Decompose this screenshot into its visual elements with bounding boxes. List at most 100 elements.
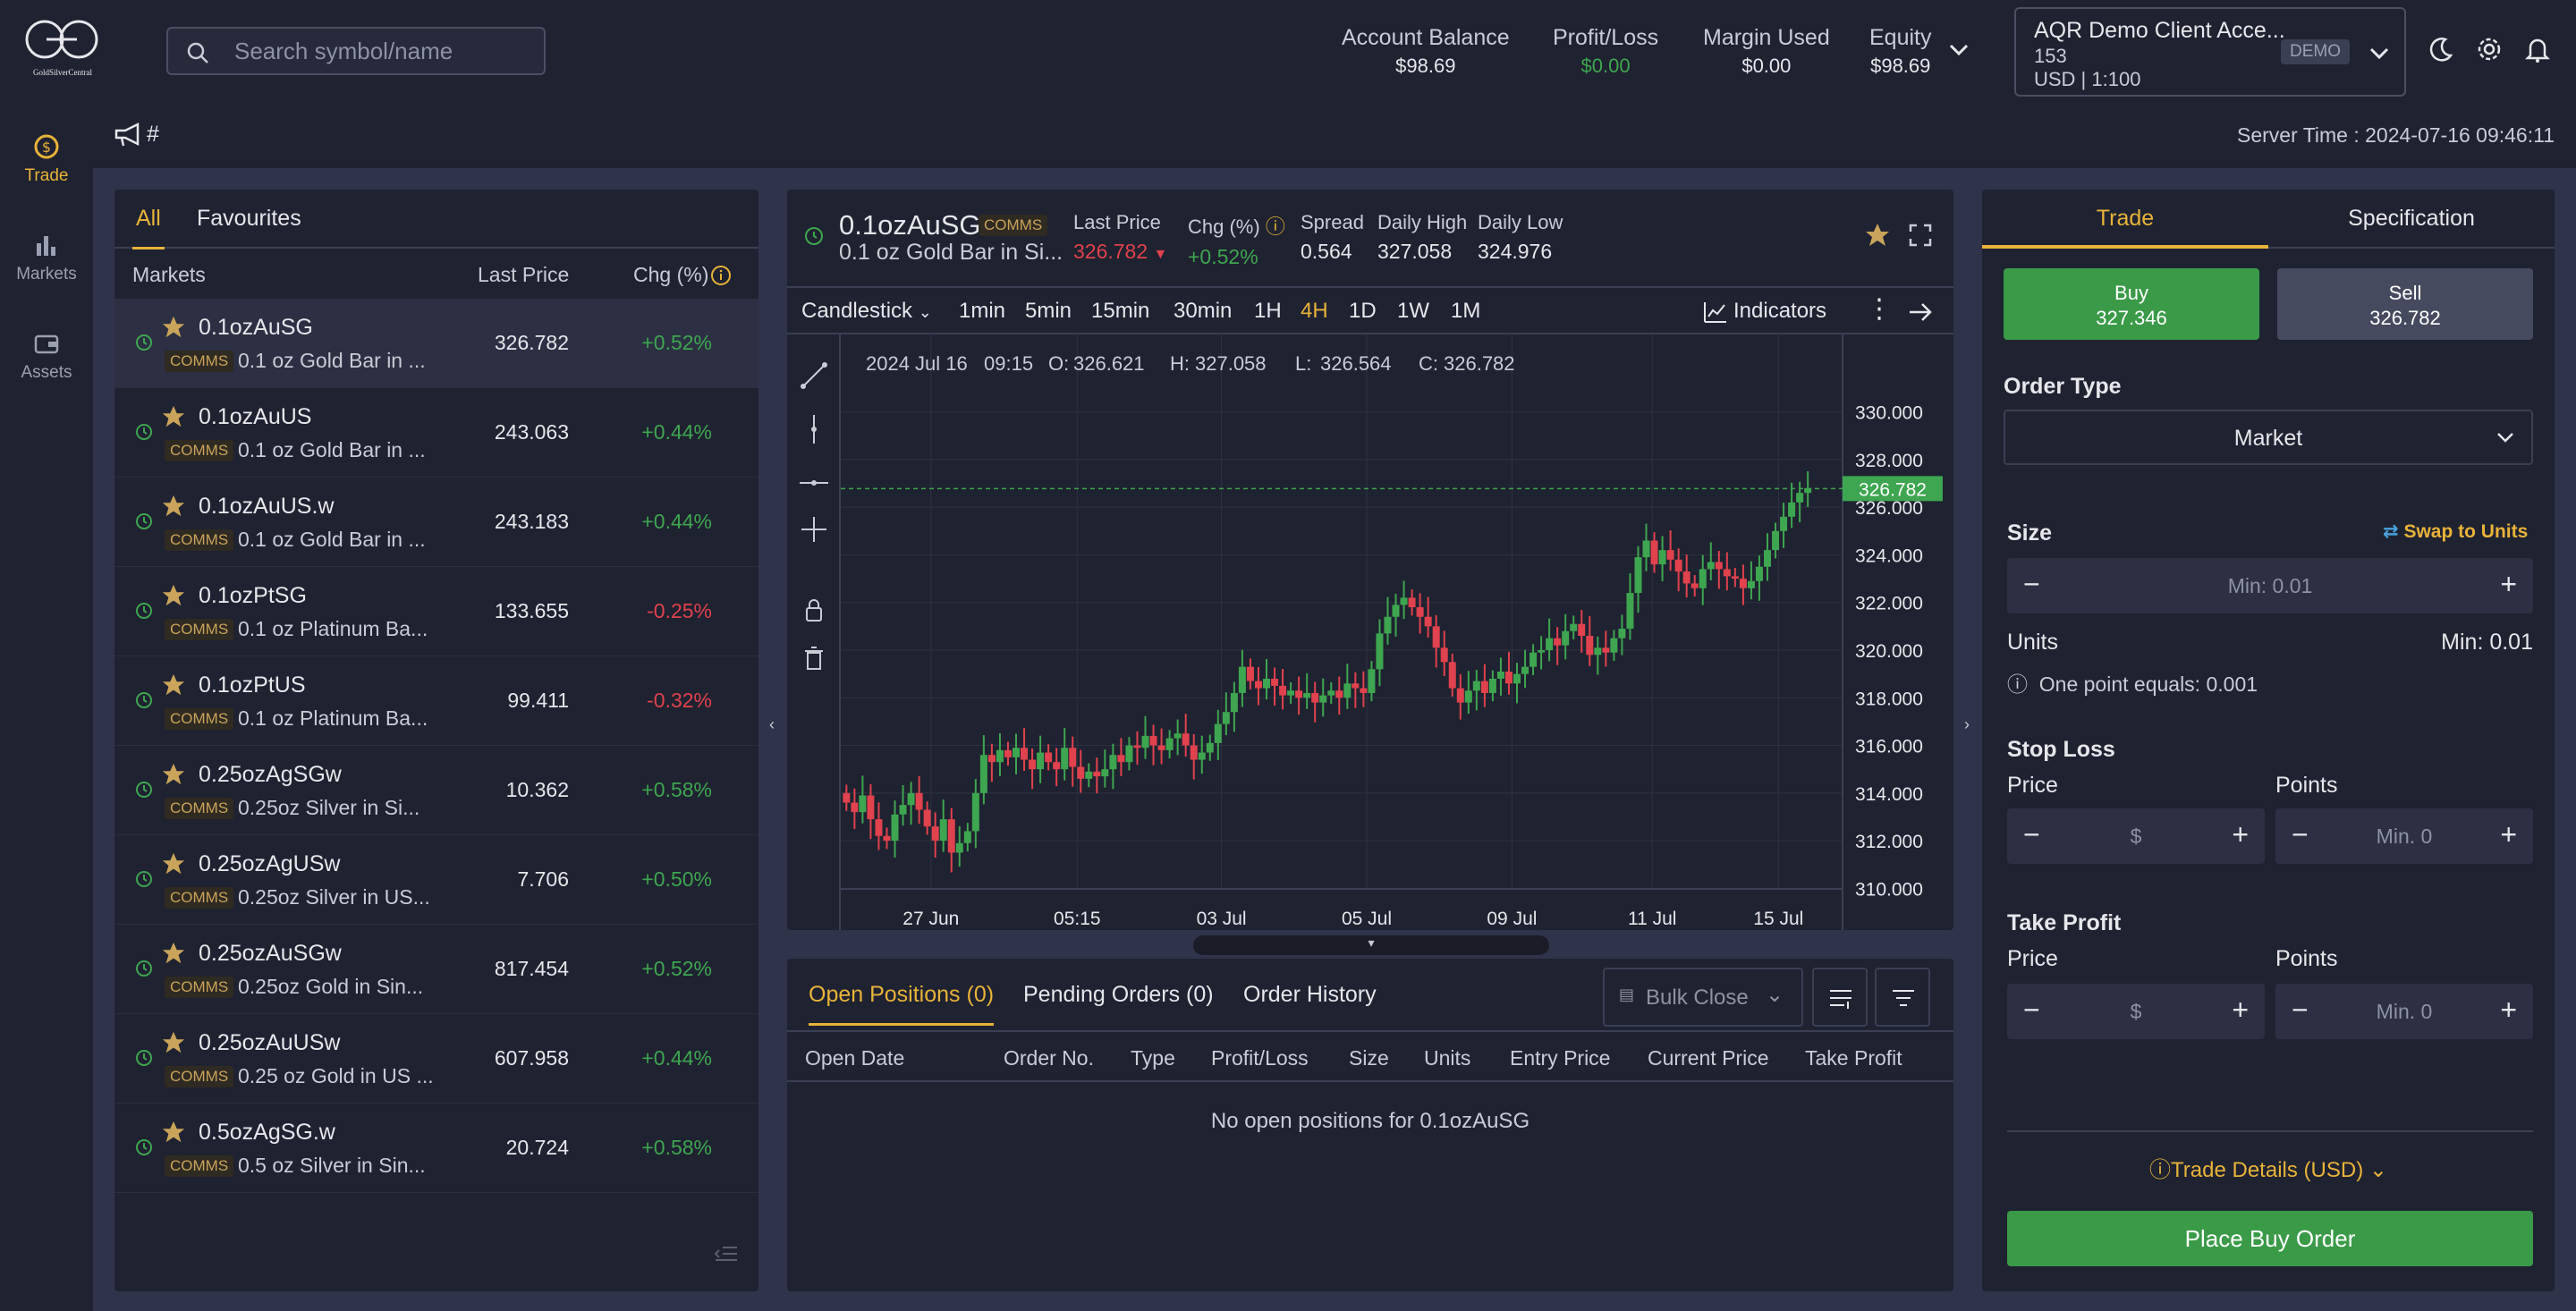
star-icon[interactable] [161,1120,186,1145]
col-current-price[interactable]: Current Price [1648,1046,1769,1070]
megaphone-icon[interactable] [113,122,148,148]
crosshair-icon[interactable] [798,513,830,546]
lock-icon[interactable] [798,594,830,626]
col-open-date[interactable]: Open Date [805,1046,905,1070]
sl-price-stepper[interactable]: − $ + [2007,808,2265,864]
filter-button[interactable] [1875,968,1930,1027]
collapse-left-handle[interactable]: ‹ [769,715,775,733]
star-icon[interactable] [161,404,186,429]
order-type-select[interactable]: Market [2004,410,2533,465]
minus-button[interactable]: − [2023,994,2040,1026]
star-icon[interactable] [161,762,186,787]
col-take-profit[interactable]: Take Profit [1805,1046,1902,1070]
star-icon[interactable] [161,941,186,966]
minus-button[interactable]: − [2292,994,2309,1026]
star-icon[interactable] [161,1030,186,1055]
tab-open-positions[interactable]: Open Positions (0) [809,982,995,1026]
columns-button[interactable] [1812,968,1868,1027]
fullscreen-icon[interactable] [1909,224,1932,247]
star-icon[interactable] [161,851,186,876]
horizontal-line-icon[interactable] [798,467,830,499]
moon-icon[interactable] [2426,34,2456,64]
chevron-down-icon[interactable] [1948,43,1970,57]
timeframe-15min[interactable]: 15min [1091,299,1150,323]
account-selector[interactable]: AQR Demo Client Acce... 153 USD | 1:100 … [2014,7,2406,97]
place-buy-order-button[interactable]: Place Buy Order [2007,1211,2533,1266]
tab-pending-orders[interactable]: Pending Orders (0) [1023,982,1214,1007]
market-row[interactable]: 0.25ozAgSGw COMMS 0.25oz Silver in Si... 10… [114,746,758,835]
col-entry-price[interactable]: Entry Price [1510,1046,1611,1070]
bell-icon[interactable] [2522,34,2553,64]
col-chg[interactable]: Chg (%) [633,263,709,286]
star-icon[interactable] [161,583,186,608]
tab-favourites[interactable]: Favourites [197,206,301,231]
timeframe-1w[interactable]: 1W [1397,299,1429,323]
market-row[interactable]: 0.1ozPtSG COMMS 0.1 oz Platinum Ba... 133.6… [114,567,758,656]
market-row[interactable]: 0.25ozAuSGw COMMS 0.25oz Gold in Sin... 817… [114,925,758,1014]
nav-trade[interactable]: $ Trade [0,132,93,186]
size-stepper[interactable]: − Min: 0.01 + [2007,558,2533,613]
star-icon[interactable] [161,315,186,340]
resize-handle[interactable]: ▾ [1193,935,1549,955]
timeframe-1h[interactable]: 1H [1254,299,1282,323]
trade-details-toggle[interactable]: ⓘTrade Details (USD) ⌄ [2149,1158,2387,1182]
logo[interactable]: GoldSilverCentral [20,18,106,82]
col-profit-loss[interactable]: Profit/Loss [1211,1046,1309,1070]
trend-line-icon[interactable] [798,359,830,392]
timeframe-5min[interactable]: 5min [1025,299,1072,323]
vertical-line-icon[interactable] [798,413,830,445]
collapse-list-icon[interactable] [714,1243,739,1264]
tab-trade[interactable]: Trade [2096,206,2155,231]
star-icon[interactable] [161,672,186,698]
minus-button[interactable]: − [2023,568,2040,600]
plus-button[interactable]: + [2232,818,2249,850]
timeframe-30min[interactable]: 30min [1174,299,1233,323]
col-units[interactable]: Units [1424,1046,1471,1070]
minus-button[interactable]: − [2292,818,2309,850]
minus-button[interactable]: − [2023,818,2040,850]
search-input[interactable] [234,38,530,64]
col-size[interactable]: Size [1349,1046,1389,1070]
search-box[interactable] [166,27,546,75]
collapse-right-handle[interactable]: › [1964,715,1970,733]
candlestick-chart[interactable]: 310.000 312.000 314.000 316.000 318.000 320.0… [841,334,1953,930]
info-icon[interactable] [710,265,732,286]
sl-points-stepper[interactable]: − Min. 0 + [2275,808,2533,864]
col-type[interactable]: Type [1131,1046,1175,1070]
arrow-right-icon[interactable] [1907,300,1934,324]
star-icon[interactable] [161,494,186,519]
chart-type-select[interactable]: Candlestick ⌄ [801,299,932,323]
star-icon[interactable] [1864,222,1891,249]
plus-button[interactable]: + [2232,994,2249,1026]
market-row[interactable]: 0.25ozAuUSw COMMS 0.25 oz Gold in US ... 60… [114,1014,758,1104]
market-row[interactable]: 0.25ozAgUSw COMMS 0.25oz Silver in US... 7.… [114,835,758,925]
tab-order-history[interactable]: Order History [1243,982,1377,1007]
market-row[interactable]: 0.1ozAuSG COMMS 0.1 oz Gold Bar in ... 326.… [114,299,758,388]
nav-assets[interactable]: Assets [0,329,93,383]
tab-specification[interactable]: Specification [2348,206,2475,231]
indicators-button[interactable]: Indicators [1733,299,1827,323]
nav-markets[interactable]: Markets [0,231,93,284]
col-last-price[interactable]: Last Price [478,263,570,286]
plus-button[interactable]: + [2500,818,2517,850]
market-row[interactable]: 0.1ozPtUS COMMS 0.1 oz Platinum Ba... 99.41… [114,656,758,746]
gear-icon[interactable] [2474,34,2504,64]
tp-points-stepper[interactable]: − Min. 0 + [2275,984,2533,1039]
plus-button[interactable]: + [2500,994,2517,1026]
market-row[interactable]: 0.1ozAuUS COMMS 0.1 oz Gold Bar in ... 243.… [114,388,758,478]
market-row[interactable]: 0.5ozAgSG.w COMMS 0.5 oz Silver in Sin... 2… [114,1104,758,1193]
timeframe-4h[interactable]: 4H [1301,299,1328,323]
sell-button[interactable]: Sell 326.782 [2277,268,2533,340]
trash-icon[interactable] [798,642,830,674]
timeframe-1m[interactable]: 1M [1451,299,1481,323]
timeframe-1d[interactable]: 1D [1349,299,1377,323]
tab-all[interactable]: All [132,206,165,250]
timeframe-1min[interactable]: 1min [959,299,1006,323]
col-order-no[interactable]: Order No. [1004,1046,1094,1070]
swap-to-units-link[interactable]: ⇄ Swap to Units [2383,521,2529,542]
more-icon[interactable]: ⋮ [1866,294,1893,324]
buy-button[interactable]: Buy 327.346 [2004,268,2259,340]
plus-button[interactable]: + [2500,568,2517,600]
market-row[interactable]: 0.1ozAuUS.w COMMS 0.1 oz Gold Bar in ... 24… [114,478,758,567]
tp-price-stepper[interactable]: − $ + [2007,984,2265,1039]
